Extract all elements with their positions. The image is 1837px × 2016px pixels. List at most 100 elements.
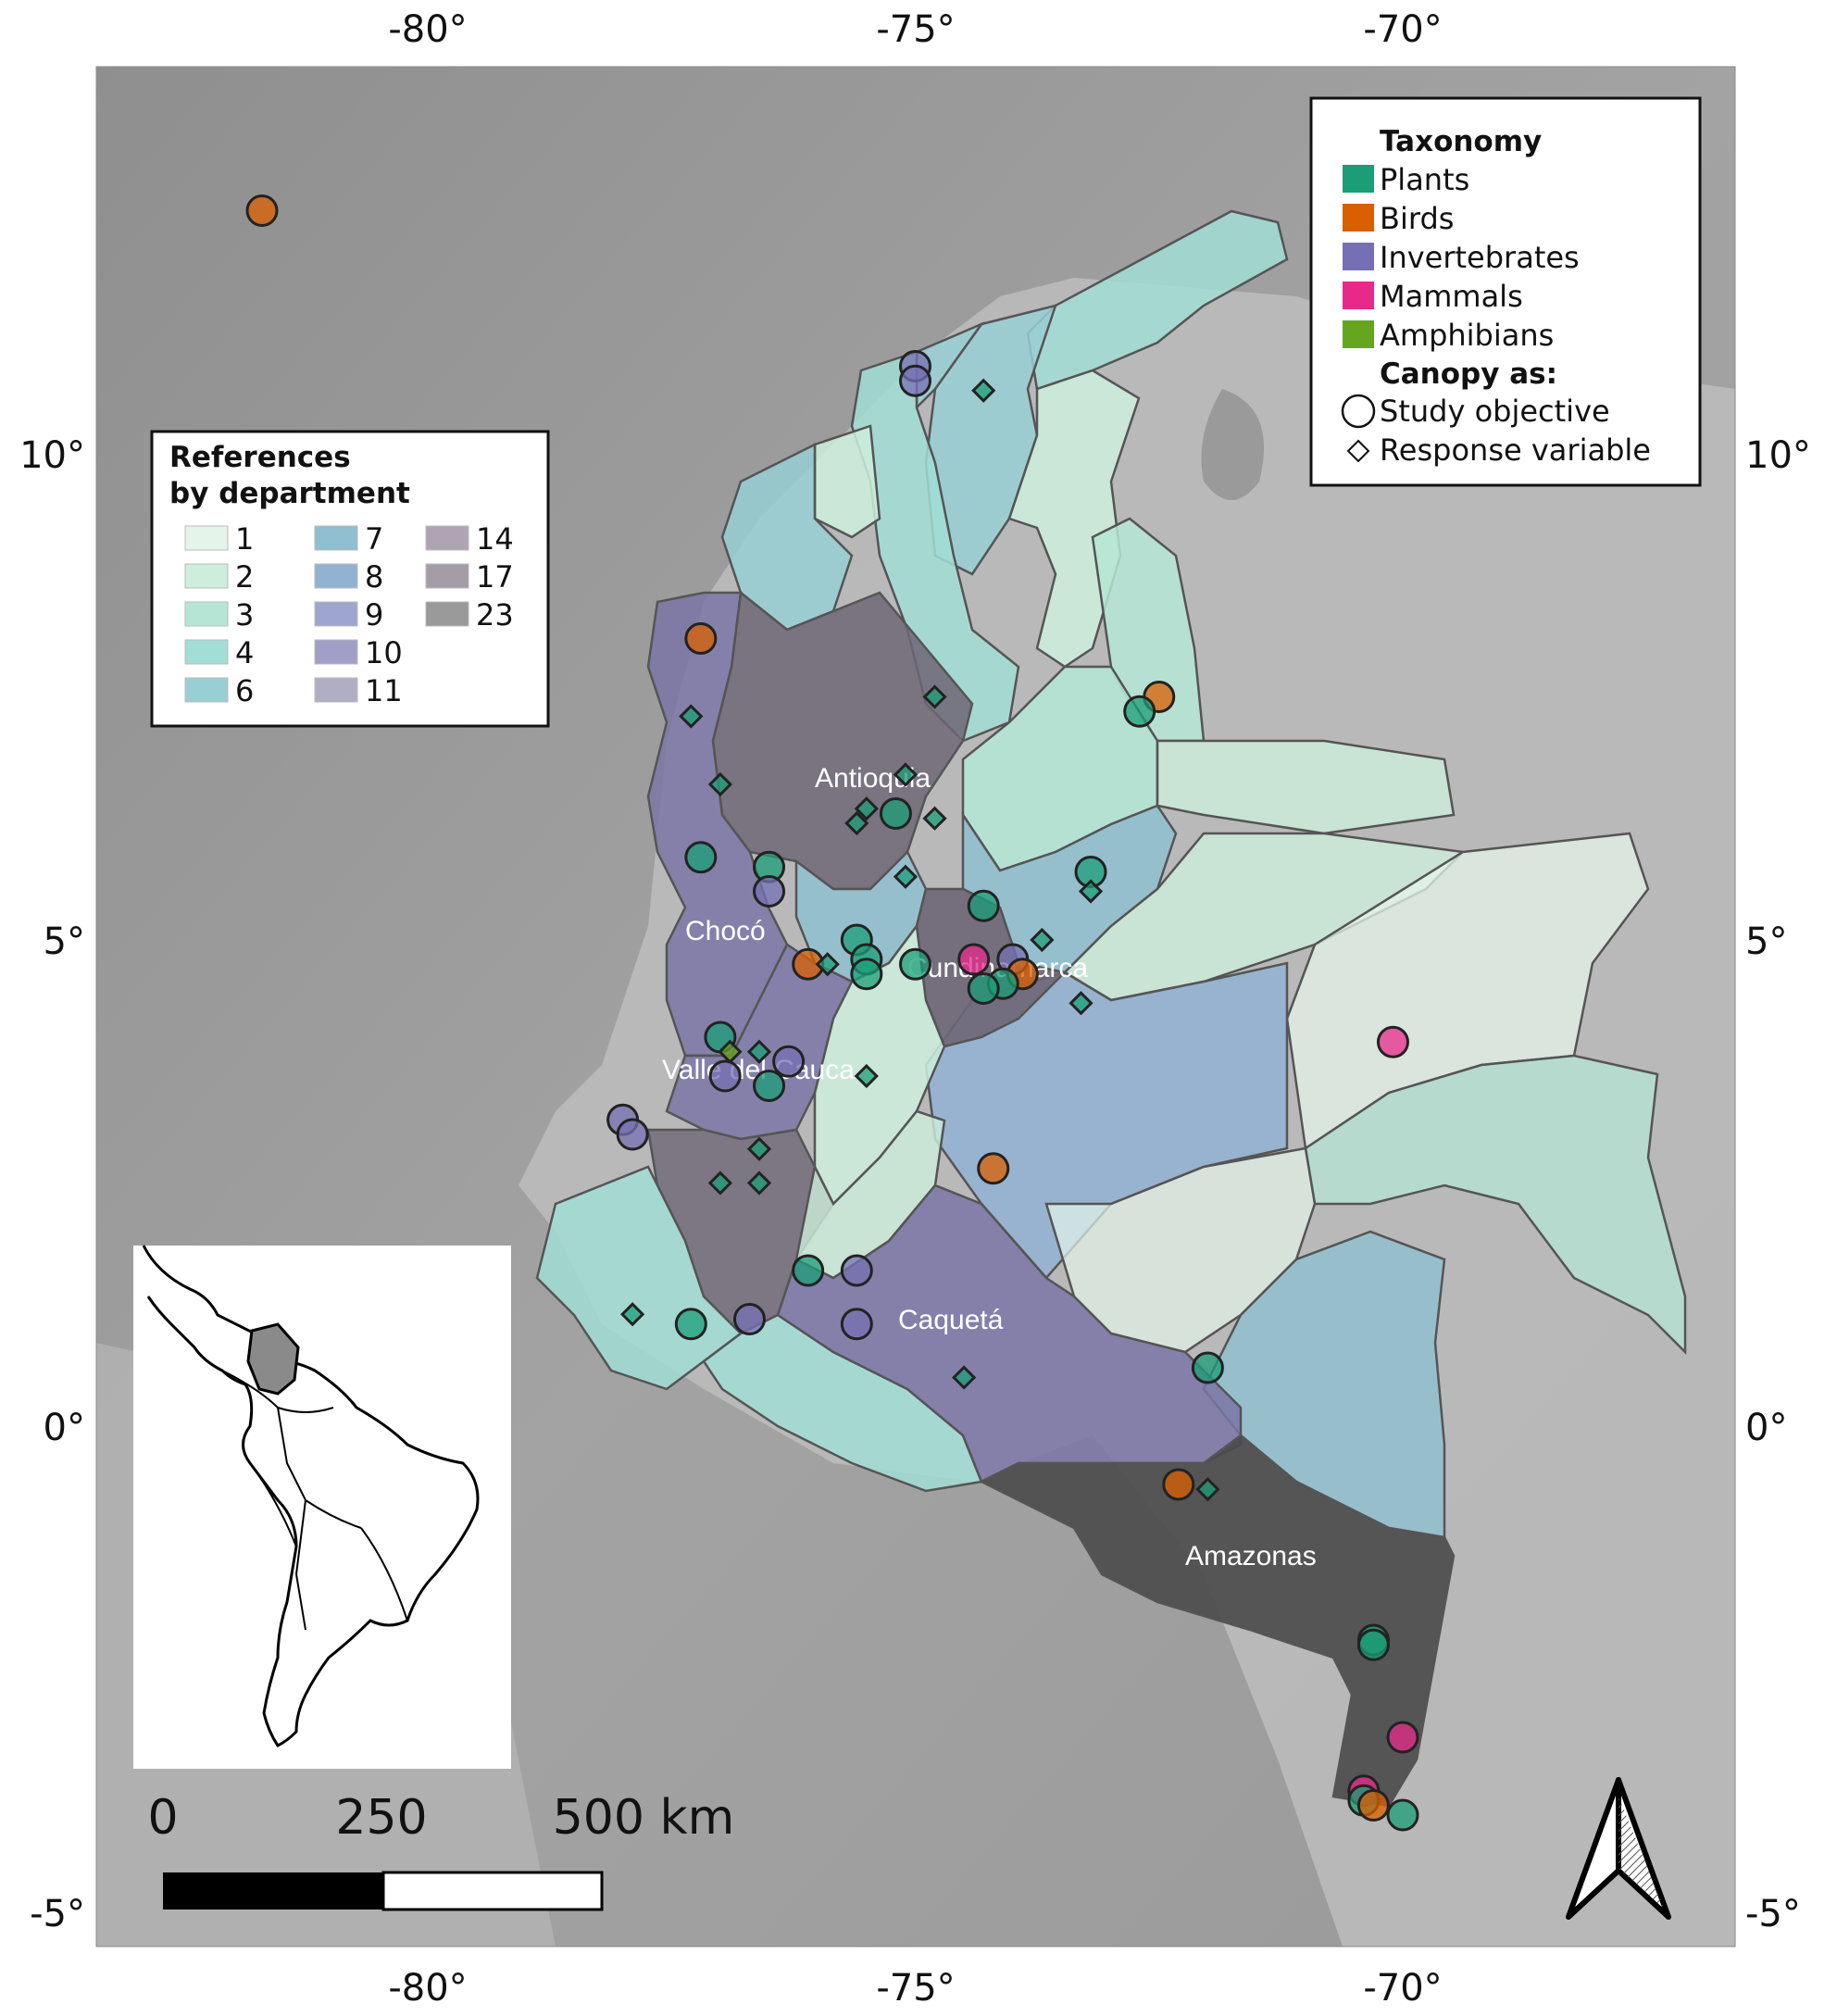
legend-swatch-mammals (1343, 282, 1374, 309)
references-legend-subtitle: by department (169, 477, 410, 510)
study-points (245, 194, 1419, 1832)
inset-south-america (133, 1245, 511, 1769)
right-tick-label: 5° (1745, 920, 1787, 963)
study-objective-point (753, 875, 786, 908)
reference-class-swatch (425, 601, 469, 627)
right-tick-label: 0° (1745, 1407, 1787, 1449)
response-variable-point (620, 1302, 645, 1327)
dept-label-caqueta: Caquetá (898, 1305, 1004, 1335)
response-variable-point (746, 1039, 772, 1064)
response-variable-point (952, 1365, 977, 1390)
study-objective-point (967, 972, 1000, 1005)
legend-label-mammals: Mammals (1380, 279, 1523, 314)
left-tick-label: -5° (30, 1893, 85, 1935)
study-objective-point (245, 194, 279, 227)
north-arrow-icon (1566, 1777, 1671, 1920)
map-frame (95, 66, 1736, 1947)
dept-label-choco: Chocó (685, 916, 766, 946)
legend-label-birds: Birds (1380, 201, 1454, 236)
study-objective-point (732, 1303, 766, 1335)
reference-class-swatch (184, 601, 229, 627)
legend-swatch-amphibians (1343, 320, 1374, 348)
left-tick-label: 10° (19, 434, 85, 477)
study-objective-point (1123, 695, 1156, 728)
legend-swatch-birds (1343, 204, 1374, 232)
study-objective-point (840, 1254, 873, 1287)
reference-class-label: 1 (235, 521, 254, 557)
response-variable-point (746, 1136, 772, 1161)
scale-bar-white-segment (381, 1871, 604, 1911)
reference-class-label: 3 (235, 597, 254, 632)
reference-class-swatch (314, 563, 358, 589)
legend-diamond-icon (1346, 439, 1370, 463)
study-objective-point (1386, 1721, 1419, 1754)
response-variable-point (893, 762, 918, 787)
reference-class-label: 6 (235, 673, 254, 708)
reference-class-label: 2 (235, 559, 254, 595)
reference-class-label: 10 (365, 635, 403, 670)
response-variable-point (815, 952, 840, 977)
right-tick-label: -5° (1745, 1893, 1801, 1935)
response-variable-point (1078, 879, 1104, 904)
reference-class-swatch (184, 639, 229, 665)
study-objective-point (616, 1118, 649, 1151)
legend-label-invertebrates: Invertebrates (1380, 240, 1580, 275)
lake-maracaibo (1201, 389, 1264, 500)
reference-class-swatch (314, 525, 358, 551)
study-objective-point (879, 797, 912, 830)
response-variable-point (922, 684, 947, 709)
study-objective-point (792, 1254, 825, 1287)
study-objective-point (684, 841, 718, 874)
response-variable-point (1195, 1477, 1220, 1502)
inset-box (133, 1246, 511, 1769)
response-variable-point (746, 1171, 772, 1196)
bottom-tick-label: -80° (388, 1967, 467, 2010)
taxonomy-legend-box (1309, 96, 1702, 487)
references-legend: References by department 123467891011141… (150, 430, 550, 728)
reference-class-label: 23 (476, 597, 514, 632)
study-objective-point (1356, 1789, 1390, 1822)
top-tick-label: -70° (1363, 8, 1442, 51)
response-variable-point (971, 378, 996, 403)
scale-bar-black-segment (163, 1872, 383, 1910)
study-objective-point (977, 1152, 1010, 1185)
bottom-tick-label: -70° (1363, 1967, 1442, 2010)
scale-label-500: 500 km (553, 1790, 735, 1846)
legend-label-response-variable: Response variable (1380, 432, 1651, 468)
study-objective-point (1162, 1468, 1195, 1501)
response-variable-point (1068, 991, 1093, 1016)
south-america-outline (142, 1245, 480, 1747)
study-objective-point (840, 1308, 873, 1341)
top-tick-label: -75° (876, 8, 955, 51)
response-variable-point (854, 1063, 879, 1089)
response-variable-point (844, 810, 869, 836)
reference-class-label: 4 (235, 635, 254, 670)
study-objective-point (967, 889, 1000, 922)
reference-class-swatch (184, 525, 229, 551)
reference-class-label: 9 (365, 597, 383, 632)
taxonomy-legend: Taxonomy Plants Birds Invertebrates Mamm… (1309, 96, 1702, 487)
left-tick-label: 5° (44, 920, 85, 963)
scale-bar: 0 250 500 km (147, 1790, 735, 1911)
study-objective-point (1376, 1025, 1409, 1058)
study-objective-point (674, 1308, 707, 1341)
reference-class-swatch (184, 677, 229, 703)
study-objective-point (708, 1059, 742, 1093)
scale-label-250: 250 (335, 1790, 427, 1846)
study-objective-point (899, 364, 931, 397)
colombia-departments (535, 209, 1687, 1808)
reference-class-label: 14 (476, 521, 514, 557)
response-variable-point (679, 704, 704, 729)
legend-label-plants: Plants (1380, 162, 1469, 197)
reference-class-swatch (314, 601, 358, 627)
axis-ticks: -80° -75° -70° -80° -75° -70° 10° 5° 0° … (19, 8, 1811, 2010)
study-objective-point (1356, 1628, 1390, 1661)
legend-label-study-objective: Study objective (1380, 394, 1610, 429)
scale-label-0: 0 (147, 1790, 178, 1846)
study-objective-point (1386, 1798, 1419, 1832)
left-tick-label: 0° (44, 1407, 85, 1449)
response-variable-point (854, 796, 879, 821)
reference-class-label: 11 (365, 673, 403, 708)
taxonomy-legend-title: Taxonomy (1380, 125, 1542, 158)
